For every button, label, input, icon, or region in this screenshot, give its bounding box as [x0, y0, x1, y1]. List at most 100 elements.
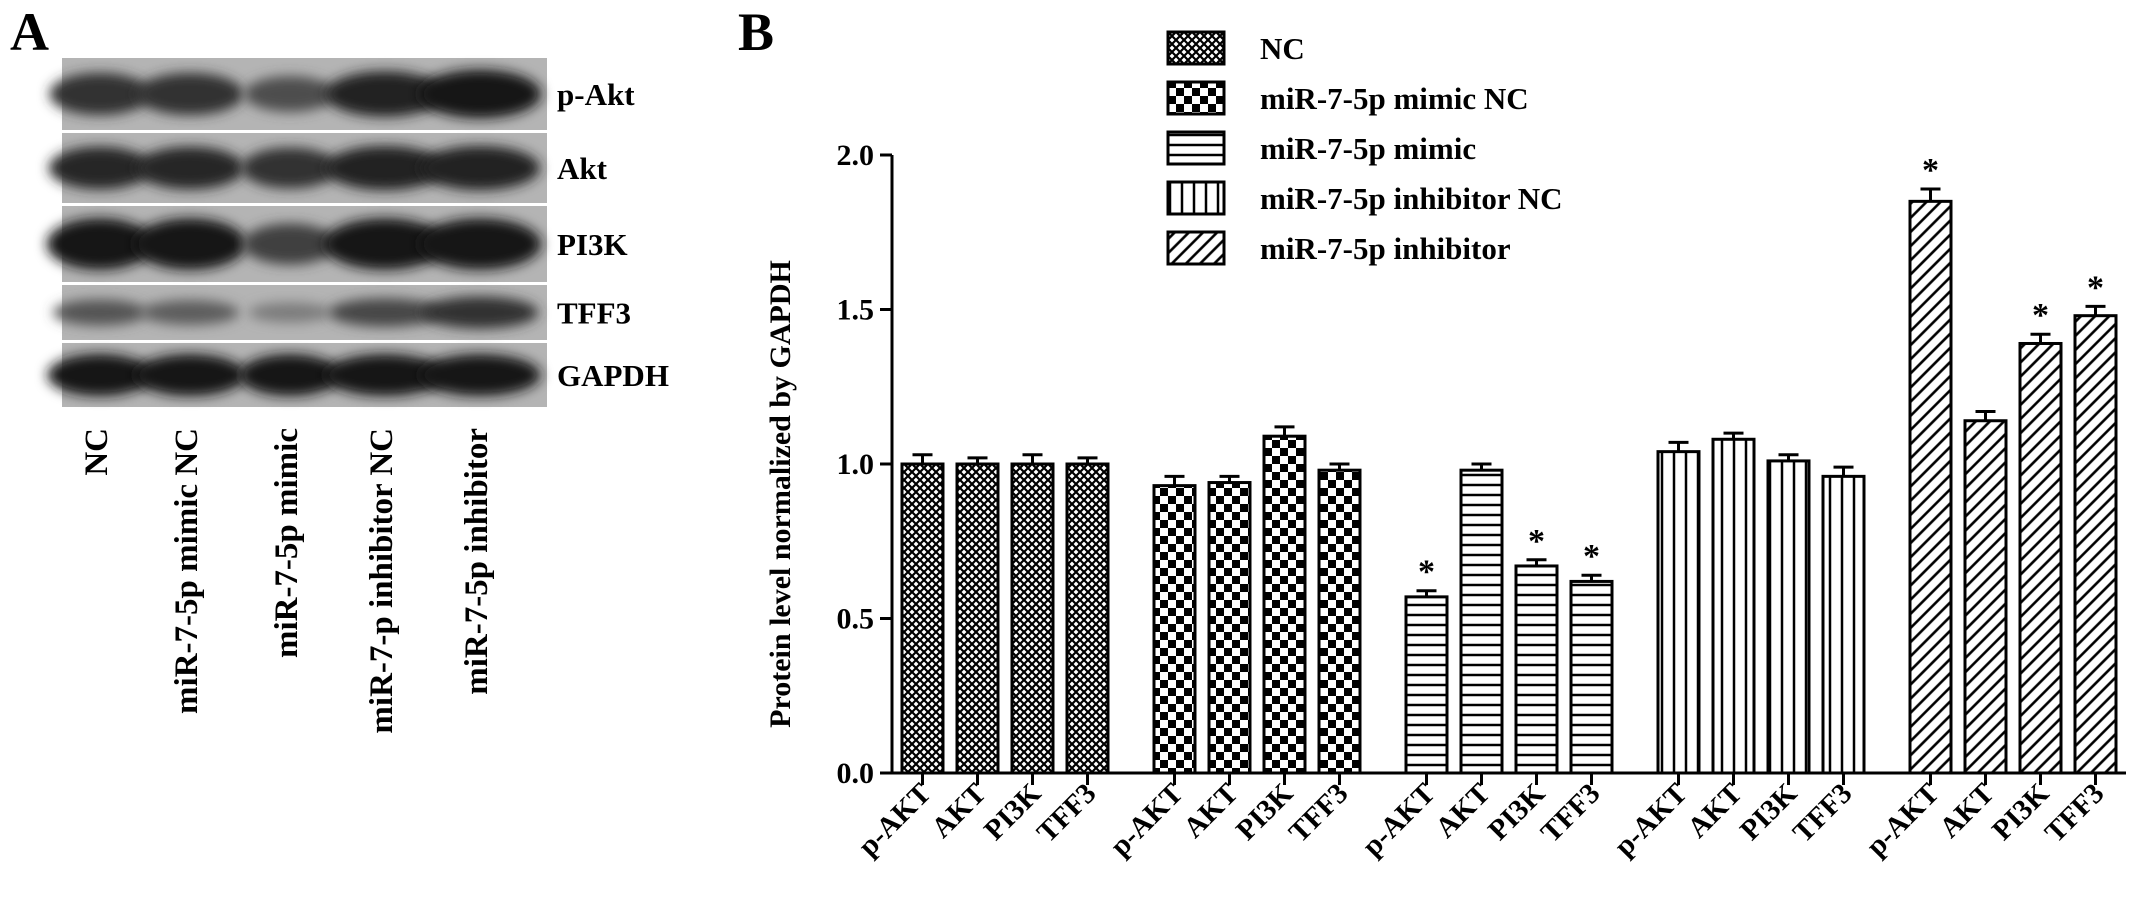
- band-tff3-lane-5: [421, 296, 539, 329]
- band-pi3k-lane-3: [242, 223, 338, 265]
- band-pi3k-lane-2: [133, 218, 247, 270]
- x-tick-label: PI3K: [978, 777, 1048, 847]
- y-tick-label: 1.0: [837, 448, 875, 481]
- band-gapdh-lane-5: [419, 354, 541, 396]
- legend-label: miR-7-5p inhibitor NC: [1260, 181, 1563, 216]
- band-gapdh-lane-2: [134, 354, 246, 396]
- band-akt-lane-4: [325, 145, 445, 191]
- x-tick-label: PI3K: [1986, 777, 2056, 847]
- band-pi3k-lane-5: [418, 218, 542, 270]
- band-gapdh-lane-4: [324, 354, 446, 396]
- band-p-akt-lane-5: [418, 69, 542, 119]
- x-tick-label: AKT: [1429, 777, 1496, 844]
- bar-horizontal-pi3k: [1514, 564, 1559, 775]
- significance-star: *: [2032, 297, 2049, 334]
- legend-label: miR-7-5p mimic: [1260, 131, 1476, 166]
- x-tick-label: p-AKT: [1608, 777, 1693, 862]
- y-tick-label: 2.0: [837, 139, 875, 172]
- bar-vertical-p-akt: [1656, 450, 1701, 775]
- band-label: p-Akt: [557, 77, 635, 112]
- x-tick-label: TFF3: [1031, 777, 1103, 849]
- x-tick-label: PI3K: [1734, 777, 1804, 847]
- significance-star: *: [1418, 554, 1435, 591]
- band-tff3-lane-1: [53, 299, 147, 326]
- lane-labels: NC miR-7-5p mimic NC miR-7-5p mimic miR-7-p…: [79, 428, 495, 734]
- significance-star: *: [1583, 538, 1600, 575]
- bar-horizontal-p-akt: [1404, 595, 1449, 775]
- y-tick-label: 0.5: [837, 603, 875, 636]
- band-akt-lane-1: [48, 146, 152, 190]
- bar-diagonal-tff3: [2073, 314, 2118, 775]
- panel-b-label: B: [738, 2, 774, 62]
- band-pi3k-lane-1: [46, 218, 154, 270]
- band-label: TFF3: [557, 296, 631, 331]
- x-tick-label: AKT: [1933, 777, 2000, 844]
- band-tff3-lane-2: [140, 300, 240, 325]
- band-p-akt-lane-2: [136, 72, 244, 116]
- x-tick-label: p-AKT: [1356, 777, 1441, 862]
- bar-checker-tff3: [1317, 468, 1362, 775]
- bar-checker-pi3k: [1262, 434, 1307, 775]
- bar-crosshatch-tff3: [1065, 462, 1110, 775]
- lane-label: miR-7-5p mimic: [269, 428, 305, 658]
- significance-star: *: [1528, 523, 1545, 560]
- band-p-akt-lane-4: [325, 71, 445, 117]
- lane-label: NC: [79, 428, 115, 476]
- band-gapdh-lane-3: [239, 354, 341, 396]
- bar-diagonal-pi3k: [2018, 341, 2063, 775]
- x-tick-label: TFF3: [1787, 777, 1859, 849]
- legend-label: miR-7-5p inhibitor: [1260, 231, 1511, 266]
- band-tff3-lane-4: [328, 298, 442, 327]
- bar-crosshatch-p-akt: [900, 462, 945, 775]
- x-tick-label: TFF3: [1535, 777, 1607, 849]
- y-tick-label: 0.0: [837, 757, 875, 790]
- chart-legend: NC miR-7-5p mimic NC miR-7-5p mimic miR-7-5…: [1166, 30, 1563, 266]
- x-tick-label: TFF3: [1283, 777, 1355, 849]
- y-axis: 0.0 0.5 1.0 1.5 2.0: [837, 139, 894, 790]
- lane-label: miR-7-5p mimic NC: [169, 428, 205, 714]
- band-p-akt-lane-1: [49, 72, 151, 116]
- bar-crosshatch-pi3k: [1010, 462, 1055, 775]
- legend-label: NC: [1260, 31, 1305, 66]
- bar-vertical-tff3: [1821, 474, 1866, 775]
- legend-swatch: [1166, 180, 1226, 216]
- bar-horizontal-akt: [1459, 468, 1504, 775]
- legend-swatch: [1166, 30, 1226, 66]
- bar-diagonal-p-akt: [1908, 199, 1953, 775]
- x-tick-label: p-AKT: [852, 777, 937, 862]
- bar-crosshatch-akt: [955, 462, 1000, 775]
- band-label: Akt: [557, 151, 608, 186]
- band-p-akt-lane-3: [244, 76, 336, 112]
- x-tick-label: p-AKT: [1104, 777, 1189, 862]
- x-tick-label: AKT: [925, 777, 992, 844]
- x-tick-label: AKT: [1681, 777, 1748, 844]
- western-blot-panel: [46, 58, 547, 407]
- y-axis-label: Protein level normalized by GAPDH: [764, 260, 797, 728]
- band-labels: p-Akt Akt PI3K TFF3 GAPDH: [557, 77, 669, 393]
- legend-swatch: [1166, 80, 1226, 116]
- bar-vertical-pi3k: [1766, 459, 1811, 775]
- band-akt-lane-2: [135, 146, 245, 190]
- significance-star: *: [1922, 152, 1939, 189]
- bar-diagonal-akt: [1963, 419, 2008, 775]
- panel-a-label: A: [10, 2, 49, 62]
- legend-swatch: [1166, 130, 1226, 166]
- legend-label: miR-7-5p mimic NC: [1260, 81, 1529, 116]
- band-akt-lane-3: [241, 147, 339, 189]
- band-gapdh-lane-1: [47, 354, 153, 396]
- significance-star: *: [2087, 269, 2104, 306]
- bar-checker-akt: [1207, 481, 1252, 775]
- bar-series: * * * * * *: [900, 152, 2118, 775]
- x-tick-label: PI3K: [1482, 777, 1552, 847]
- x-tick-label: AKT: [1177, 777, 1244, 844]
- bar-horizontal-tff3: [1569, 579, 1614, 775]
- x-tick-label: PI3K: [1230, 777, 1300, 847]
- band-label: PI3K: [557, 227, 628, 262]
- bar-vertical-akt: [1711, 437, 1756, 775]
- lane-label: miR-7-5p inhibitor: [459, 428, 495, 695]
- band-akt-lane-5: [420, 145, 540, 191]
- y-tick-label: 1.5: [837, 294, 875, 327]
- band-label: GAPDH: [557, 358, 669, 393]
